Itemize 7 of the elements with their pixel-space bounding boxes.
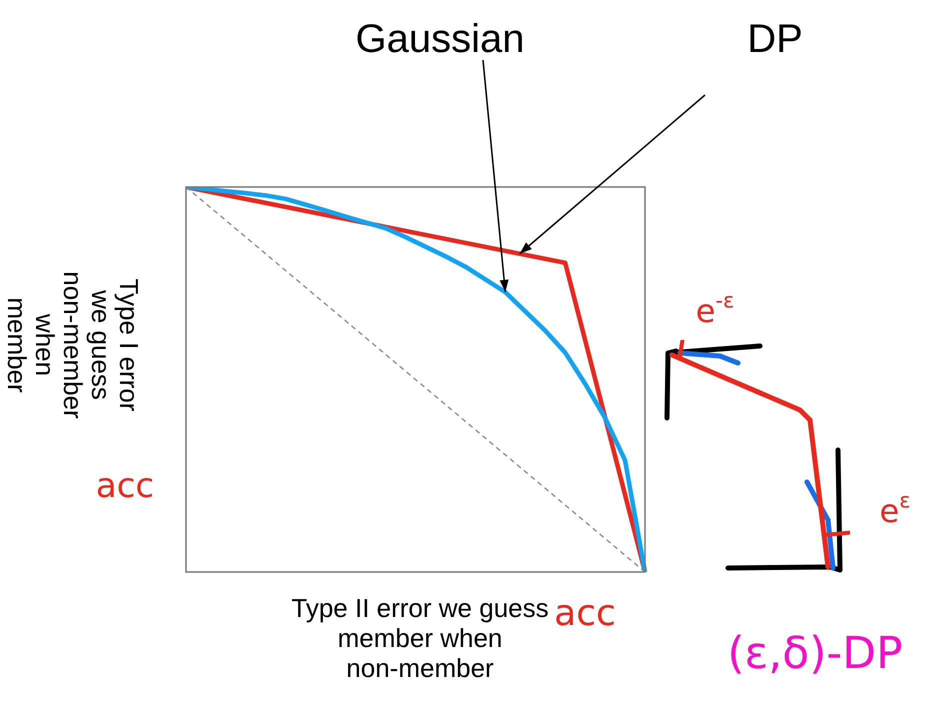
text: Gaussian xyxy=(356,17,524,61)
text: acc xyxy=(554,593,616,634)
x-axis-title: Type II error we guess member when non-member xyxy=(291,593,549,683)
text: DP xyxy=(747,17,803,61)
text: acc xyxy=(96,466,154,506)
y-axis-title: Type I error we guess non-member when member xyxy=(2,271,144,420)
text: (ε,δ)-DP xyxy=(727,628,903,679)
